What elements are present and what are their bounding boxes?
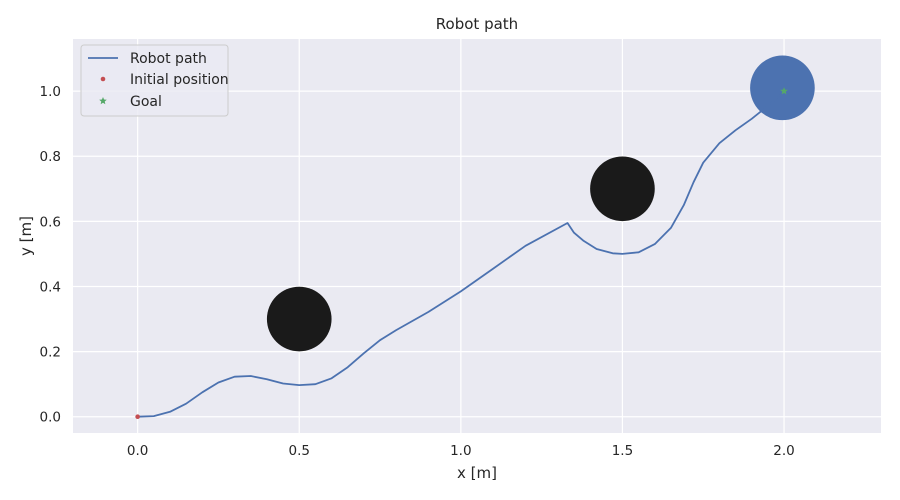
legend: Robot path Initial position Goal [80,44,229,117]
y-tick-label: 0.6 [40,214,61,230]
series-layer [135,87,788,420]
ticks-layer: 0.0 0.5 1.0 1.5 2.0 0.0 0.2 0.4 0.6 0.8 1.0 [40,84,795,459]
x-tick-label: 0.0 [127,443,148,459]
legend-dot-marker [100,76,106,82]
y-tick-label: 1.0 [40,84,61,100]
x-tick-label: 0.5 [288,443,309,459]
legend-star-marker [99,97,107,105]
x-axis-label: x [m] [457,464,497,482]
obstacles-layer [266,55,815,352]
legend-label-goal: Goal [130,94,162,110]
initial-position-point [135,414,140,420]
robot-path-line [137,90,785,418]
y-axis-label: y [m] [17,216,35,256]
goal-region [750,55,815,121]
y-tick-label: 0.4 [40,279,61,295]
legend-label-initial-position: Initial position [130,72,229,88]
y-tick-label: 0.0 [40,410,61,426]
obstacle [590,156,655,222]
legend-box [80,44,229,117]
x-tick-label: 2.0 [773,443,794,459]
x-tick-label: 1.5 [612,443,633,459]
goal-point [780,87,788,95]
legend-label-robot-path: Robot path [130,51,207,67]
chart-title: Robot path [436,15,518,33]
y-tick-label: 0.8 [40,149,61,165]
x-tick-label: 1.0 [450,443,471,459]
y-tick-label: 0.2 [40,345,61,361]
obstacle [266,286,332,352]
